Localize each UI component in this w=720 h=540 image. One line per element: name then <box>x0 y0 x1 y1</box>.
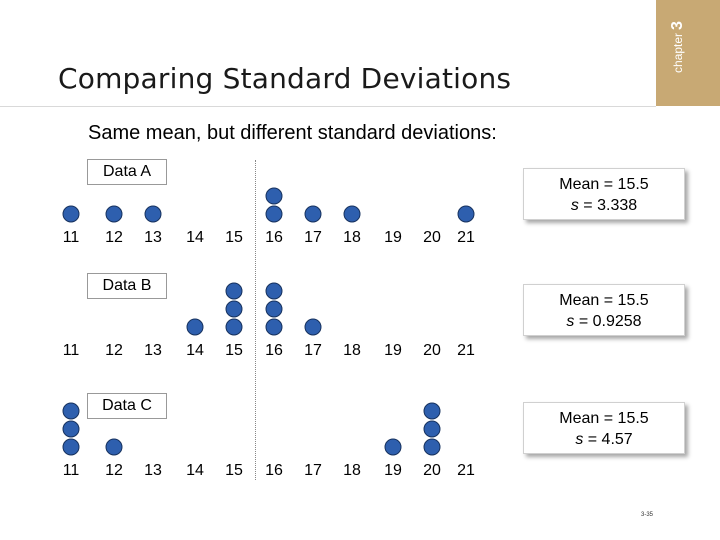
data-c-axis-label-11: 11 <box>62 462 80 479</box>
data-a-axis-label-19: 19 <box>384 229 402 246</box>
data-a-sd: s = 3.338 <box>524 195 684 216</box>
data-c-sd-symbol: s <box>575 431 584 448</box>
data-a-axis-label-15: 15 <box>225 229 243 246</box>
data-a-dot <box>343 205 361 223</box>
data-c-dot <box>423 402 441 420</box>
data-a-axis-label-13: 13 <box>144 229 162 246</box>
data-b-dot <box>304 318 322 336</box>
data-b-dot <box>265 282 283 300</box>
data-c-axis-label-16: 16 <box>265 462 283 479</box>
data-c-axis-label-21: 21 <box>457 462 475 479</box>
data-c-mean: Mean = 15.5 <box>559 410 649 427</box>
data-c-axis-label-17: 17 <box>304 462 322 479</box>
page-number: 3-35 <box>641 512 654 518</box>
data-c-axis-label-13: 13 <box>144 462 162 479</box>
data-a-axis-label-20: 20 <box>423 229 441 246</box>
data-a-sd-value: = 3.338 <box>578 197 638 214</box>
data-a-dot <box>144 205 162 223</box>
data-b-dot <box>225 300 243 318</box>
data-a-axis-label-14: 14 <box>186 229 204 246</box>
data-a-axis-label-12: 12 <box>105 229 123 246</box>
data-a-dot <box>62 205 80 223</box>
data-b-axis-label-20: 20 <box>423 342 441 359</box>
data-c-dot <box>62 420 80 438</box>
data-b-axis-label-12: 12 <box>105 342 123 359</box>
data-a-axis-label-16: 16 <box>265 229 283 246</box>
data-b-axis-label-13: 13 <box>144 342 162 359</box>
data-a-axis-label-21: 21 <box>457 229 475 246</box>
data-a-label: Data A <box>87 159 167 185</box>
data-c-sd-value: = 4.57 <box>583 431 633 448</box>
data-c-axis-label-15: 15 <box>225 462 243 479</box>
page-title: Comparing Standard Deviations <box>58 62 512 95</box>
data-b-dot <box>225 282 243 300</box>
data-a-dot <box>105 205 123 223</box>
data-b-stats: Mean = 15.5 s = 0.9258 <box>523 284 685 336</box>
title-rule <box>0 106 656 107</box>
data-c-axis-label-18: 18 <box>343 462 361 479</box>
data-a-dot <box>265 205 283 223</box>
data-b-axis-label-11: 11 <box>62 342 80 359</box>
data-a-axis-label-11: 11 <box>62 229 80 246</box>
data-a-stats: Mean = 15.5 s = 3.338 <box>523 168 685 220</box>
data-b-axis-label-18: 18 <box>343 342 361 359</box>
data-c-axis-label-14: 14 <box>186 462 204 479</box>
data-b-label: Data B <box>87 273 167 299</box>
data-b-dot <box>265 300 283 318</box>
data-c-dot <box>423 420 441 438</box>
chapter-tab <box>656 0 720 106</box>
data-c-dot <box>105 438 123 456</box>
data-a-dot <box>265 187 283 205</box>
data-c-axis-label-19: 19 <box>384 462 402 479</box>
data-c-axis-label-12: 12 <box>105 462 123 479</box>
data-b-axis-label-21: 21 <box>457 342 475 359</box>
data-c-dot <box>62 402 80 420</box>
data-b-sd: s = 0.9258 <box>524 311 684 332</box>
data-b-dot <box>225 318 243 336</box>
data-c-sd: s = 4.57 <box>524 429 684 450</box>
chapter-label: chapter 3 <box>669 21 687 73</box>
data-b-mean: Mean = 15.5 <box>559 292 649 309</box>
data-a-sd-symbol: s <box>570 197 579 214</box>
data-a-axis-label-18: 18 <box>343 229 361 246</box>
mean-divider-line <box>255 160 256 480</box>
data-a-dot <box>457 205 475 223</box>
data-c-dot <box>62 438 80 456</box>
data-b-axis-label-14: 14 <box>186 342 204 359</box>
slide-subtitle: Same mean, but different standard deviat… <box>88 122 497 144</box>
data-c-label: Data C <box>87 393 167 419</box>
data-b-axis-label-16: 16 <box>265 342 283 359</box>
data-b-sd-value: = 0.9258 <box>574 313 642 330</box>
data-c-axis-label-20: 20 <box>423 462 441 479</box>
data-b-dot <box>186 318 204 336</box>
data-c-dot <box>423 438 441 456</box>
data-b-axis-label-19: 19 <box>384 342 402 359</box>
data-a-dot <box>304 205 322 223</box>
data-b-sd-symbol: s <box>566 313 575 330</box>
data-a-axis-label-17: 17 <box>304 229 322 246</box>
chapter-number: 3 <box>668 21 686 30</box>
data-c-stats: Mean = 15.5 s = 4.57 <box>523 402 685 454</box>
data-a-mean: Mean = 15.5 <box>559 176 649 193</box>
data-b-dot <box>265 318 283 336</box>
chapter-word: chapter <box>670 32 685 73</box>
data-b-axis-label-17: 17 <box>304 342 322 359</box>
data-b-axis-label-15: 15 <box>225 342 243 359</box>
data-c-dot <box>384 438 402 456</box>
